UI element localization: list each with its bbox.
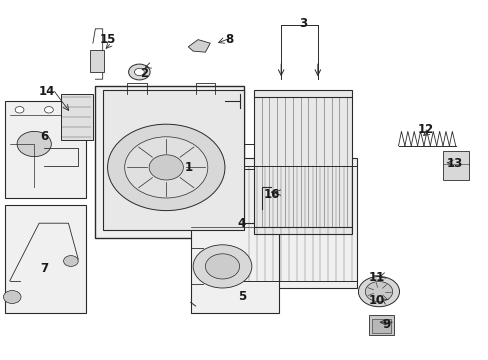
Text: 1: 1 [184, 161, 192, 174]
Bar [371, 319, 390, 333]
Text: 14: 14 [38, 85, 55, 98]
Text: 13: 13 [446, 157, 462, 170]
Bar [190, 223, 278, 313]
Text: 15: 15 [99, 33, 116, 46]
Bar [5, 101, 85, 198]
Circle shape [63, 256, 78, 266]
Circle shape [193, 245, 251, 288]
Polygon shape [254, 90, 351, 234]
Circle shape [128, 64, 150, 80]
Circle shape [15, 107, 24, 113]
Circle shape [44, 107, 53, 113]
Text: 12: 12 [416, 123, 433, 136]
Text: 8: 8 [225, 33, 233, 46]
Circle shape [134, 68, 144, 76]
Circle shape [3, 291, 21, 303]
Polygon shape [188, 40, 210, 52]
Text: 2: 2 [140, 67, 148, 80]
Text: 4: 4 [238, 217, 245, 230]
Bar [244, 158, 356, 288]
Bar [368, 315, 393, 335]
Circle shape [149, 155, 183, 180]
Circle shape [107, 124, 224, 211]
Text: 11: 11 [367, 271, 384, 284]
Text: 6: 6 [40, 130, 48, 143]
Text: 7: 7 [40, 262, 48, 275]
Bar [90, 50, 104, 72]
Text: 9: 9 [382, 318, 389, 330]
Text: 5: 5 [238, 291, 245, 303]
Circle shape [358, 276, 399, 307]
Circle shape [17, 131, 51, 157]
Circle shape [124, 137, 207, 198]
Polygon shape [102, 90, 244, 230]
Circle shape [205, 254, 239, 279]
Circle shape [365, 282, 392, 302]
Text: 3: 3 [299, 17, 306, 30]
Text: 10: 10 [367, 294, 384, 307]
Bar [442, 151, 468, 180]
Bar [5, 205, 85, 313]
Bar [95, 86, 244, 238]
Text: 16: 16 [263, 188, 279, 201]
Bar [61, 94, 93, 140]
